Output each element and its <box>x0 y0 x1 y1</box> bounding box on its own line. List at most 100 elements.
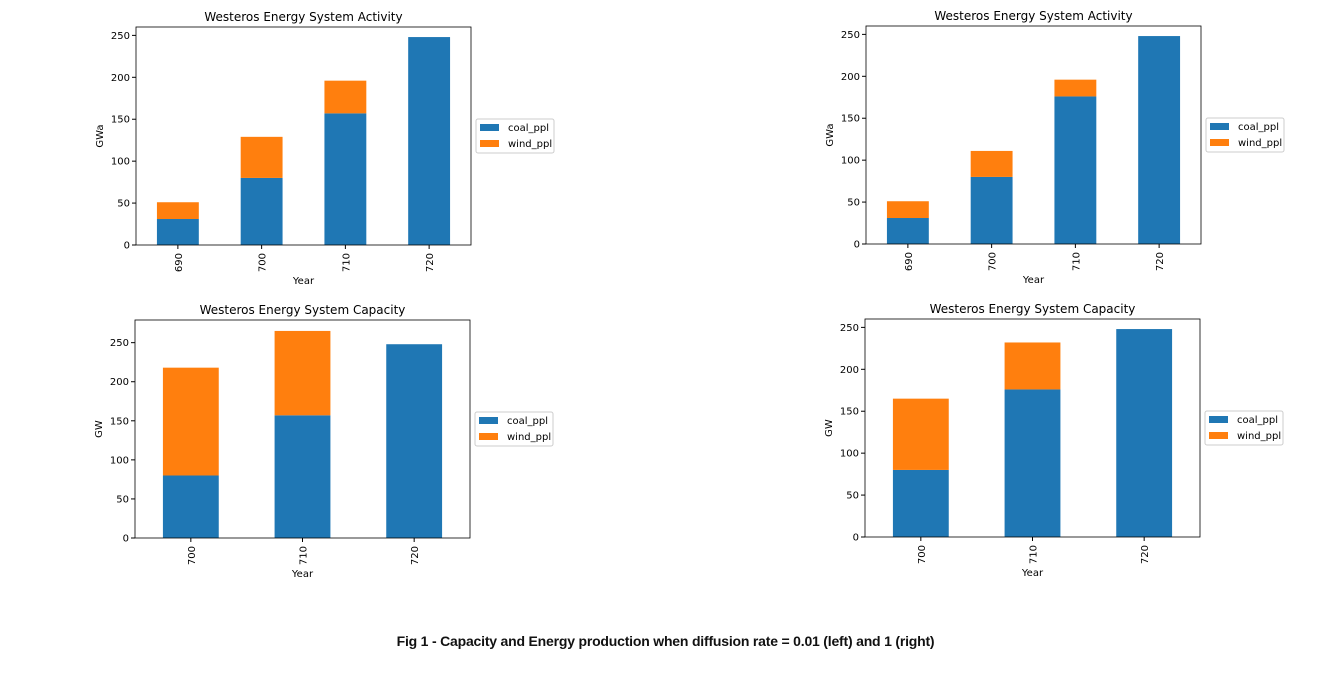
chart-title: Westeros Energy System Activity <box>204 10 402 24</box>
bar-wind_ppl-710 <box>324 80 367 114</box>
y-tick-label: 150 <box>111 115 130 126</box>
legend-label-coal_ppl: coal_ppl <box>1238 122 1279 133</box>
plot-frame <box>135 26 472 246</box>
legend-label-wind_ppl: wind_ppl <box>1237 431 1281 442</box>
y-axis-label: GWa <box>95 124 106 147</box>
bar-coal_ppl-700 <box>892 469 949 537</box>
chart-title: Westeros Energy System Activity <box>934 9 1132 23</box>
x-tick-label: 720 <box>1140 545 1151 564</box>
plot-frame <box>864 318 1201 538</box>
x-tick-label: 720 <box>410 546 421 565</box>
bar-coal_ppl-720 <box>1138 36 1181 244</box>
figure-caption: Fig 1 - Capacity and Energy production w… <box>396 633 935 649</box>
x-tick-label: 710 <box>1071 252 1082 271</box>
x-axis-label: Year <box>292 276 315 287</box>
bar-wind_ppl-700 <box>162 367 219 476</box>
bar-wind_ppl-690 <box>156 202 199 220</box>
x-axis-label: Year <box>1021 568 1044 579</box>
legend-swatch-wind_ppl <box>1209 432 1228 439</box>
y-tick-label: 0 <box>123 534 129 545</box>
y-tick-label: 250 <box>840 323 859 334</box>
y-tick-label: 200 <box>841 72 860 83</box>
y-tick-label: 250 <box>841 30 860 41</box>
chart-title: Westeros Energy System Capacity <box>200 303 406 317</box>
y-tick-label: 50 <box>847 198 860 209</box>
chart-capacity-right: Westeros Energy System Capacity 700 710 720… <box>824 302 1284 579</box>
bar-coal_ppl-690 <box>156 219 199 245</box>
y-tick-label: 200 <box>110 377 129 388</box>
y-axis-label: GW <box>94 420 105 438</box>
legend-swatch-coal_ppl <box>1210 123 1229 130</box>
x-tick-label: 700 <box>988 252 999 271</box>
bar-coal_ppl-720 <box>386 344 443 538</box>
y-tick-label: 100 <box>110 455 129 466</box>
y-tick-label: 50 <box>117 199 130 210</box>
bar-coal_ppl-720 <box>1116 329 1173 537</box>
bar-coal_ppl-710 <box>274 415 331 538</box>
bar-coal_ppl-700 <box>162 475 219 538</box>
legend-label-coal_ppl: coal_ppl <box>507 416 548 427</box>
plot-frame <box>134 319 471 539</box>
y-tick-label: 0 <box>854 240 860 251</box>
y-tick-label: 100 <box>840 449 859 460</box>
chart-activity-left: Westeros Energy System Activity 690 700 710… <box>95 10 555 287</box>
y-axis-label: GWa <box>825 123 836 146</box>
x-axis-label: Year <box>291 569 314 580</box>
chart-capacity-left: Westeros Energy System Capacity 700 710 720… <box>94 303 554 580</box>
legend-label-coal_ppl: coal_ppl <box>508 123 549 134</box>
legend-label-wind_ppl: wind_ppl <box>508 139 552 150</box>
y-tick-label: 150 <box>110 416 129 427</box>
legend-swatch-coal_ppl <box>479 417 498 424</box>
y-tick-label: 100 <box>841 156 860 167</box>
x-tick-label: 700 <box>187 546 198 565</box>
legend: coal_ppl wind_ppl <box>1205 117 1285 153</box>
legend-swatch-wind_ppl <box>1210 139 1229 146</box>
legend-swatch-coal_ppl <box>480 124 499 131</box>
legend-swatch-wind_ppl <box>480 140 499 147</box>
y-axis-label: GW <box>824 419 835 437</box>
bar-wind_ppl-700 <box>970 150 1013 177</box>
bar-wind_ppl-710 <box>274 330 331 416</box>
x-tick-label: 690 <box>174 253 185 272</box>
bar-wind_ppl-700 <box>892 398 949 470</box>
x-tick-label: 710 <box>299 546 310 565</box>
legend-swatch-coal_ppl <box>1209 416 1228 423</box>
x-axis-label: Year <box>1022 275 1045 286</box>
x-tick-label: 720 <box>1155 252 1166 271</box>
bar-wind_ppl-710 <box>1054 79 1097 97</box>
x-tick-label: 700 <box>917 545 928 564</box>
y-tick-label: 150 <box>840 407 859 418</box>
plot-frame <box>865 25 1202 245</box>
y-tick-label: 200 <box>840 365 859 376</box>
y-tick-label: 0 <box>853 533 859 544</box>
x-tick-label: 720 <box>425 253 436 272</box>
bar-coal_ppl-710 <box>1004 389 1061 537</box>
x-tick-label: 690 <box>904 252 915 271</box>
bar-coal_ppl-690 <box>886 218 929 244</box>
bar-wind_ppl-690 <box>886 201 929 219</box>
x-tick-label: 710 <box>1029 545 1040 564</box>
y-tick-label: 250 <box>111 31 130 42</box>
y-tick-label: 200 <box>111 73 130 84</box>
bar-coal_ppl-710 <box>324 113 367 245</box>
y-tick-label: 0 <box>124 241 130 252</box>
legend: coal_ppl wind_ppl <box>475 118 555 154</box>
x-tick-label: 700 <box>258 253 269 272</box>
bar-coal_ppl-720 <box>408 37 451 245</box>
legend-swatch-wind_ppl <box>479 433 498 440</box>
legend-label-wind_ppl: wind_ppl <box>507 432 551 443</box>
y-tick-label: 50 <box>116 494 129 505</box>
bar-wind_ppl-700 <box>240 136 283 178</box>
y-tick-label: 150 <box>841 114 860 125</box>
x-tick-label: 710 <box>341 253 352 272</box>
bar-coal_ppl-700 <box>240 177 283 245</box>
legend-label-coal_ppl: coal_ppl <box>1237 415 1278 426</box>
bar-coal_ppl-710 <box>1054 96 1097 244</box>
legend: coal_ppl wind_ppl <box>1204 410 1284 446</box>
bar-coal_ppl-700 <box>970 176 1013 244</box>
chart-title: Westeros Energy System Capacity <box>930 302 1136 316</box>
y-tick-label: 100 <box>111 157 130 168</box>
y-tick-label: 50 <box>846 491 859 502</box>
chart-activity-right: Westeros Energy System Activity 690 700 710… <box>825 9 1285 286</box>
